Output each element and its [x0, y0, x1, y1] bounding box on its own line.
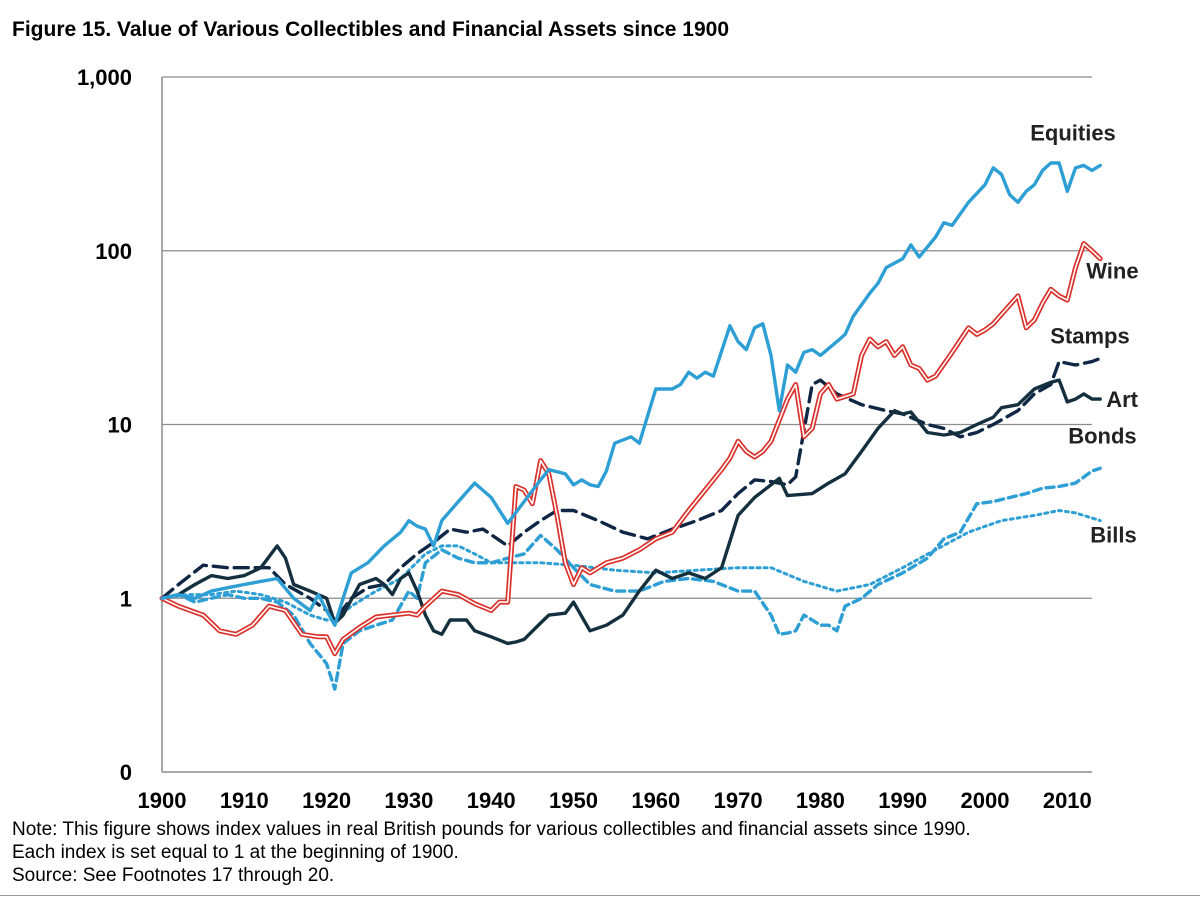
x-tick-label: 1930 [384, 788, 433, 813]
x-tick-label: 1940 [467, 788, 516, 813]
y-tick-label: 0 [120, 760, 132, 785]
x-tick-label: 2000 [961, 788, 1010, 813]
series-line-bills [160, 509, 1102, 622]
x-tick-label: 1900 [138, 788, 187, 813]
series-label-bonds: Bonds [1068, 423, 1136, 448]
x-tick-label: 1910 [220, 788, 269, 813]
source-line: Source: See Footnotes 17 through 20. [12, 865, 335, 886]
series-label-stamps: Stamps [1050, 323, 1129, 348]
note-line-2: Each index is set equal to 1 at the begi… [12, 842, 459, 863]
y-tick-label: 100 [95, 239, 132, 264]
line-chart: 0 1 10 100 1,000 1900 1910 1920 1930 1940 1950 1960… [77, 65, 1139, 813]
series-label-equities: Equities [1030, 120, 1116, 145]
y-tick-label: 10 [108, 413, 132, 438]
series-line-stamps [160, 356, 1102, 622]
series-line-bonds [160, 466, 1102, 691]
x-tick-label: 1950 [549, 788, 598, 813]
y-tick-label: 1 [120, 586, 132, 611]
series-line-equities [160, 161, 1102, 627]
x-tick-label: 1960 [631, 788, 680, 813]
series-line-wine-inner [161, 242, 1101, 655]
series-label-bills: Bills [1090, 523, 1136, 548]
series-label-wine: Wine [1086, 259, 1138, 284]
x-tick-label: 1980 [796, 788, 845, 813]
note-line-1: Note: This figure shows index values in … [12, 819, 971, 840]
series-label-art: Art [1106, 387, 1138, 412]
chart-notes: Note: This figure shows index values in … [12, 818, 971, 887]
bottom-rule [0, 895, 1200, 896]
x-tick-label: 1990 [878, 788, 927, 813]
series-line-art [160, 378, 1102, 646]
chart-title: Figure 15. Value of Various Collectibles… [12, 18, 730, 41]
y-tick-label: 1,000 [77, 65, 132, 90]
x-tick-label: 1920 [302, 788, 351, 813]
x-tick-label: 2010 [1043, 788, 1092, 813]
x-tick-label: 1970 [714, 788, 763, 813]
